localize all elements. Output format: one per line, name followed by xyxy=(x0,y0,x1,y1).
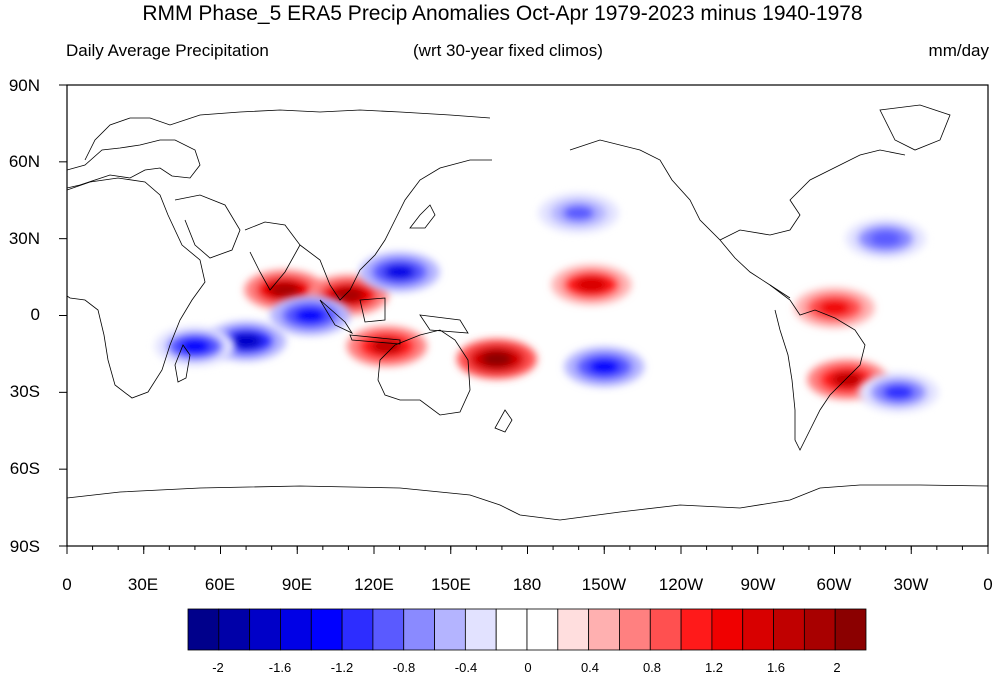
colorbar-tick-label: -0.4 xyxy=(454,660,478,675)
colorbar-swatch xyxy=(218,608,251,651)
lat-label-eq: 0 xyxy=(30,305,40,324)
colorbar-swatch xyxy=(310,608,343,651)
colorbar-swatch xyxy=(495,608,528,651)
lat-label-90s: 90S xyxy=(9,537,40,556)
colorbar-swatch xyxy=(742,608,774,651)
colorbar-swatch xyxy=(680,608,713,651)
lat-label-60s: 60S xyxy=(9,459,40,478)
colorbar-swatch xyxy=(280,608,312,651)
lon-label-90e: 90E xyxy=(281,575,313,594)
lon-label-60e: 60E xyxy=(204,575,236,594)
anomaly-region xyxy=(858,372,939,413)
lon-label-0: 0 xyxy=(62,575,72,594)
lat-label-90n: 90N xyxy=(8,76,40,95)
lon-label-30e: 30E xyxy=(127,575,159,594)
colorbar-swatch xyxy=(557,608,590,651)
lon-label-150w: 150W xyxy=(581,575,627,594)
colorbar-tick-label: 0.4 xyxy=(580,660,600,675)
colorbar-swatch xyxy=(649,608,682,651)
lon-label-120w: 120W xyxy=(658,575,704,594)
colorbar-swatch xyxy=(773,608,805,651)
lon-label-90w: 90W xyxy=(740,575,776,594)
lon-label-360: 0 xyxy=(983,575,993,594)
colorbar-swatch xyxy=(434,608,466,651)
anomaly-region xyxy=(456,339,537,380)
colorbar-swatch xyxy=(341,608,374,651)
colorbar-tick-label: -0.8 xyxy=(392,660,416,675)
axis-ticks xyxy=(59,84,989,554)
left-subtitle: Daily Average Precipitation xyxy=(66,41,269,60)
lon-label-150e: 150E xyxy=(431,575,471,594)
colorbar-swatch xyxy=(403,608,435,651)
lat-label-30n: 30N xyxy=(8,229,40,248)
anomaly-region xyxy=(794,287,875,328)
anomaly-region xyxy=(551,264,632,305)
lon-label-60w: 60W xyxy=(816,575,852,594)
colorbar-swatch xyxy=(464,608,497,651)
lon-label-120e: 120E xyxy=(354,575,394,594)
colorbar-tick-label: -1.6 xyxy=(268,660,292,675)
colorbar-swatch xyxy=(803,608,836,651)
units-label: mm/day xyxy=(928,41,989,60)
colorbar-swatch xyxy=(834,608,867,651)
anomaly-region xyxy=(845,218,926,259)
anomaly-region xyxy=(346,326,427,367)
colorbar-swatch xyxy=(711,608,744,651)
lon-label-30w: 30W xyxy=(893,575,929,594)
chart-title: RMM Phase_5 ERA5 Precip Anomalies Oct-Ap… xyxy=(142,2,863,25)
colorbar xyxy=(187,608,867,651)
lat-label-60n: 60N xyxy=(8,152,40,171)
colorbar-tick-label: -2 xyxy=(212,660,224,675)
coastlines xyxy=(67,104,988,521)
colorbar-swatch xyxy=(249,608,281,651)
anomaly-region xyxy=(359,251,440,292)
precip-anomaly-field xyxy=(154,193,939,413)
lat-label-30s: 30S xyxy=(9,382,40,401)
colorbar-swatch xyxy=(372,608,405,651)
colorbar-tick-label: 0 xyxy=(524,660,532,675)
colorbar-tick-label: 1.6 xyxy=(766,660,786,675)
colorbar-tick-label: 1.2 xyxy=(704,660,724,675)
colorbar-swatch xyxy=(588,608,620,651)
anomaly-region xyxy=(154,326,235,367)
anomaly-region xyxy=(564,346,645,387)
colorbar-tick-label: -1.2 xyxy=(330,660,354,675)
colorbar-swatch xyxy=(187,608,220,651)
anomaly-region xyxy=(270,295,351,336)
colorbar-tick-label: 0.8 xyxy=(642,660,662,675)
lon-label-180: 180 xyxy=(512,575,542,594)
colorbar-swatch xyxy=(526,608,559,651)
colorbar-tick-label: 2 xyxy=(833,660,841,675)
center-subtitle: (wrt 30-year fixed climos) xyxy=(413,41,603,60)
colorbar-swatch xyxy=(619,608,651,651)
anomaly-region xyxy=(538,193,619,234)
